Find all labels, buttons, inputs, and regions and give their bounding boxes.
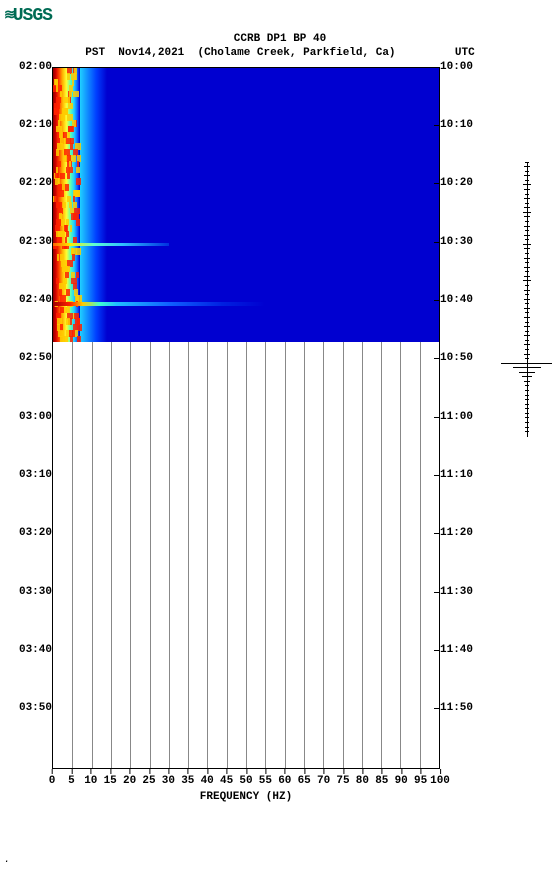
y-tick-left: 02:20	[16, 177, 52, 189]
x-tick: 10	[84, 775, 97, 787]
y-tick-left: 03:40	[16, 644, 52, 656]
y-tick-right: 11:50	[440, 702, 476, 714]
page-footer: .	[4, 855, 552, 866]
x-tick: 20	[123, 775, 136, 787]
x-tick: 65	[298, 775, 311, 787]
y-tick-right: 10:00	[440, 61, 476, 73]
y-tick-right: 10:40	[440, 294, 476, 306]
y-tick-left: 02:30	[16, 236, 52, 248]
title-line-2: PST Nov14,2021 (Cholame Creek, Parkfield…	[4, 46, 552, 60]
y-axis-left-pst: 02:0002:1002:2002:3002:4002:5003:0003:10…	[16, 67, 52, 767]
x-tick: 100	[430, 775, 450, 787]
x-tick: 70	[317, 775, 330, 787]
y-tick-right: 11:20	[440, 527, 476, 539]
x-tick: 0	[49, 775, 56, 787]
y-tick-left: 03:50	[16, 702, 52, 714]
y-tick-right: 10:30	[440, 236, 476, 248]
x-tick: 50	[239, 775, 252, 787]
waveform-panel	[500, 162, 552, 436]
x-tick: 75	[336, 775, 349, 787]
title-line-1: CCRB DP1 BP 40	[4, 32, 552, 46]
y-tick-left: 03:10	[16, 469, 52, 481]
x-tick: 85	[375, 775, 388, 787]
x-tick: 5	[68, 775, 75, 787]
y-axis-right-utc: 10:0010:1010:2010:3010:4010:5011:0011:10…	[440, 67, 476, 767]
y-tick-right: 11:00	[440, 411, 476, 423]
y-tick-right: 11:30	[440, 586, 476, 598]
spectrogram-chart: 02:0002:1002:2002:3002:4002:5003:0003:10…	[16, 67, 476, 805]
x-tick: 40	[201, 775, 214, 787]
x-axis-title: FREQUENCY (HZ)	[52, 791, 440, 803]
x-tick: 55	[259, 775, 272, 787]
y-tick-left: 03:30	[16, 586, 52, 598]
y-tick-left: 03:00	[16, 411, 52, 423]
y-tick-right: 10:10	[440, 119, 476, 131]
x-tick: 45	[220, 775, 233, 787]
x-tick: 15	[104, 775, 117, 787]
y-tick-left: 02:50	[16, 352, 52, 364]
y-tick-left: 02:40	[16, 294, 52, 306]
x-tick: 60	[278, 775, 291, 787]
x-tick: 25	[142, 775, 155, 787]
x-tick: 95	[414, 775, 427, 787]
y-tick-right: 11:10	[440, 469, 476, 481]
plot-area	[52, 67, 440, 769]
x-tick: 80	[356, 775, 369, 787]
y-tick-right: 10:50	[440, 352, 476, 364]
x-axis: 0510152025303540455055606570758085909510…	[52, 775, 440, 805]
x-tick: 35	[181, 775, 194, 787]
y-tick-left: 02:10	[16, 119, 52, 131]
chart-titles: CCRB DP1 BP 40 PST Nov14,2021 (Cholame C…	[4, 32, 552, 61]
x-tick: 30	[162, 775, 175, 787]
usgs-logo: ≋USGS	[4, 6, 552, 26]
y-tick-right: 10:20	[440, 177, 476, 189]
x-tick: 90	[395, 775, 408, 787]
y-tick-left: 03:20	[16, 527, 52, 539]
y-tick-right: 11:40	[440, 644, 476, 656]
y-tick-left: 02:00	[16, 61, 52, 73]
